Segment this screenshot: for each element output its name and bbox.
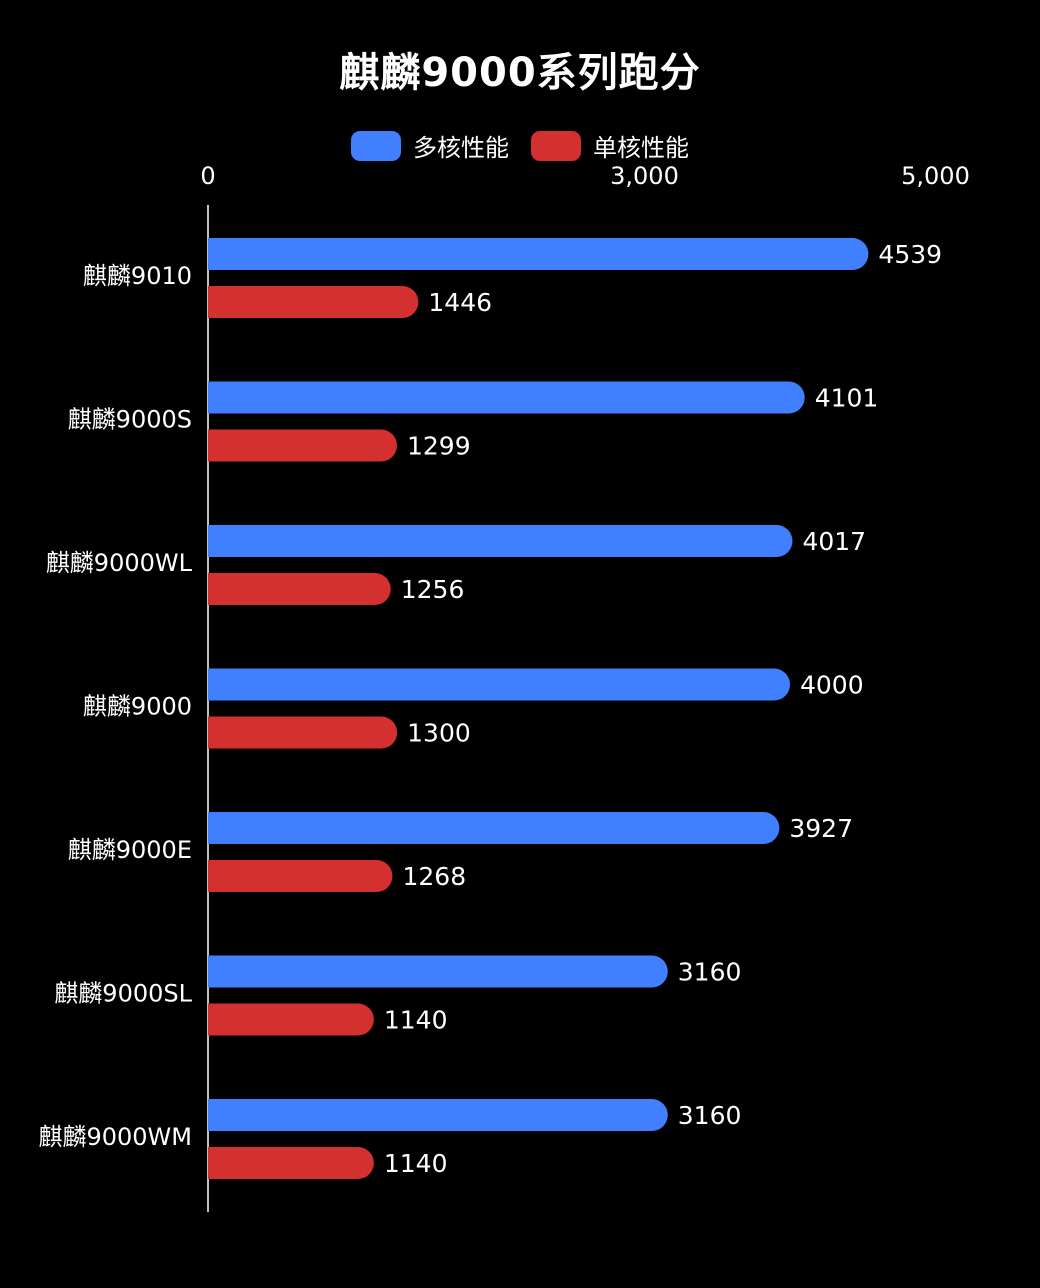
bar-multi-core (208, 381, 805, 414)
data-label: 1140 (384, 1006, 448, 1035)
bar-multi-core (208, 668, 790, 701)
category-label: 麒麟9010 (83, 262, 192, 290)
data-label: 4000 (800, 671, 864, 700)
data-label: 3927 (789, 814, 853, 843)
legend-item-single[interactable]: 单核性能 (531, 128, 689, 163)
category-label: 麒麟9000S (68, 406, 192, 434)
category-label: 麒麟9000E (68, 836, 192, 864)
chart-title: 麒麟9000系列跑分 (339, 50, 701, 96)
bar-single-core (208, 716, 398, 749)
legend: 多核性能 单核性能 (0, 128, 1040, 163)
data-label: 4539 (878, 240, 942, 269)
bar-single-core (208, 860, 393, 892)
bar-multi-core (208, 812, 780, 844)
bar-multi-core (208, 238, 869, 270)
category-label: 麒麟9000WM (38, 1123, 192, 1151)
x-tick-label: 0 (200, 162, 215, 190)
bar-single-core (208, 286, 419, 318)
bar-multi-core (208, 525, 793, 557)
data-label: 1140 (384, 1149, 448, 1178)
data-label: 4017 (802, 527, 866, 556)
x-tick-label: 3,000 (610, 162, 679, 190)
data-label: 1446 (428, 288, 492, 317)
data-label: 3160 (678, 958, 742, 987)
data-label: 1268 (402, 862, 466, 891)
bar-single-core (208, 573, 391, 605)
category-label: 麒麟9000 (83, 693, 192, 721)
legend-swatch-multi (351, 130, 401, 161)
data-label: 1256 (401, 575, 465, 604)
category-label: 麒麟9000WL (46, 549, 193, 577)
legend-swatch-single (531, 130, 581, 161)
legend-item-multi[interactable]: 多核性能 (351, 128, 509, 163)
legend-label-single: 单核性能 (593, 134, 689, 162)
data-label: 4101 (815, 384, 879, 413)
x-tick-label: 5,000 (901, 162, 970, 190)
legend-label-multi: 多核性能 (413, 134, 509, 162)
data-label: 3160 (678, 1101, 742, 1130)
bar-single-core (208, 1147, 374, 1179)
bar-multi-core (208, 955, 668, 988)
bar-single-core (208, 1003, 374, 1036)
data-label: 1299 (407, 432, 471, 461)
data-label: 1300 (407, 719, 471, 748)
bar-multi-core (208, 1099, 668, 1131)
category-label: 麒麟9000SL (54, 980, 192, 1008)
bar-single-core (208, 429, 398, 462)
